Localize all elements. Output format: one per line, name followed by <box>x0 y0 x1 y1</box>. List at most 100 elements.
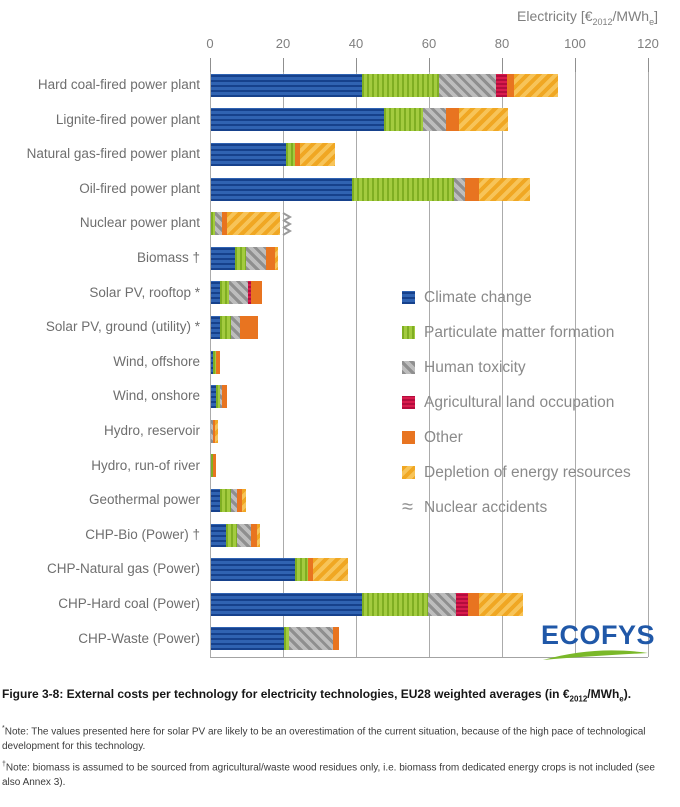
legend-swatch-agriland-icon <box>402 396 415 409</box>
x-tick-label: 60 <box>421 36 437 51</box>
category-label: Natural gas-fired power plant <box>26 146 200 162</box>
bar-row <box>211 281 263 305</box>
bar-segment-humantox <box>211 419 213 443</box>
bar-segment-climate <box>211 73 363 97</box>
legend-label: Climate change <box>424 288 532 306</box>
bar-segment-agriland <box>455 592 469 616</box>
bar-segment-humantox <box>422 108 447 132</box>
gridline <box>502 58 503 657</box>
category-label: Lignite-fired power plant <box>55 111 200 127</box>
bar-segment-particulate <box>220 281 230 305</box>
bar-segment-other <box>446 108 460 132</box>
bar-segment-depletion <box>300 143 336 166</box>
bar-segment-other <box>221 212 228 236</box>
bar-segment-climate <box>211 592 363 616</box>
tick-mark <box>429 58 430 72</box>
bar-segment-particulate <box>216 385 221 409</box>
bar-segment-other <box>265 246 275 270</box>
bar-segment-climate <box>211 108 385 132</box>
bar-row <box>211 108 509 132</box>
x-tick-label: 100 <box>564 36 586 51</box>
bar-segment-humantox <box>236 523 252 547</box>
bar-segment-other <box>240 316 259 339</box>
x-axis-title-mid: /MWh <box>612 8 650 24</box>
legend-swatch-particulate-icon <box>402 326 415 339</box>
category-label: Nuclear power plant <box>79 215 200 231</box>
bar-segment-particulate <box>362 73 440 97</box>
bar-segment-humantox <box>289 627 334 651</box>
x-axis-title-suffix: ] <box>654 8 658 24</box>
bar-row <box>211 73 558 97</box>
legend-label: Depletion of energy resources <box>424 463 631 481</box>
legend-swatch-climate-icon <box>402 291 415 304</box>
x-tick-label: 120 <box>637 36 659 51</box>
category-label: Solar PV, rooftop * <box>89 284 200 300</box>
bar-segment-other <box>236 489 242 512</box>
chart: Electricity [€2012/MWhe] 0 20 40 60 80 100 120… <box>26 8 672 661</box>
bar-segment-depletion <box>513 73 558 97</box>
caption-mid: /MWh <box>587 687 620 701</box>
ecofys-logo: ECOFYS <box>541 620 661 661</box>
gridline <box>356 58 357 657</box>
bar-segment-depletion <box>242 489 246 512</box>
caption-end: ). <box>623 687 632 701</box>
category-label: CHP-Hard coal (Power) <box>58 596 200 611</box>
bar-segment-agriland <box>495 73 507 97</box>
bar-row <box>211 385 228 409</box>
legend: Climate change Particulate matter formati… <box>402 280 672 525</box>
legend-item-climate: Climate change <box>402 280 672 315</box>
legend-item-particulate: Particulate matter formation <box>402 315 672 350</box>
bar-segment-climate <box>211 523 226 547</box>
legend-swatch-other-icon <box>402 431 415 444</box>
bar-segment-particulate <box>284 627 290 651</box>
bar-segment-particulate <box>211 212 215 236</box>
bar-segment-other <box>506 73 514 97</box>
note-biomass: †Note: biomass is assumed to be sourced … <box>2 760 676 790</box>
tick-mark <box>648 58 649 72</box>
bar-segment-particulate <box>234 246 246 270</box>
tick-mark <box>502 58 503 72</box>
x-axis-title-sub-e: e <box>649 16 655 27</box>
bar-segment-particulate <box>220 489 232 512</box>
x-tick-label: 0 <box>206 36 214 51</box>
category-label: Wind, onshore <box>112 388 200 404</box>
bar-segment-humantox <box>439 73 496 97</box>
note-solar-text: Note: The values presented here for sola… <box>2 726 646 753</box>
tick-mark <box>283 58 284 72</box>
ecofys-swoosh-icon <box>543 650 648 660</box>
bar-segment-other <box>212 419 215 443</box>
x-tick-label: 20 <box>275 36 291 51</box>
bar-segment-humantox <box>220 385 222 409</box>
legend-item-agriland: Agricultural land occupation <box>402 385 672 420</box>
bar-segment-climate <box>211 350 213 374</box>
axis-break-icon <box>281 212 296 237</box>
gridline <box>575 58 576 657</box>
bar-segment-other <box>307 558 314 582</box>
gridline <box>210 58 211 657</box>
legend-item-nuclear_accidents: ≈ Nuclear accidents <box>402 490 672 525</box>
bar-segment-humantox <box>428 592 456 616</box>
bar-row <box>211 558 348 582</box>
bar-segment-other <box>294 143 301 166</box>
legend-label: Particulate matter formation <box>424 323 615 341</box>
bar-row <box>211 419 219 443</box>
bar-segment-humantox <box>231 316 241 339</box>
category-label: Hydro, reservoir <box>103 423 200 438</box>
category-label: Wind, offshore <box>113 353 200 369</box>
bar-segment-particulate <box>351 177 454 201</box>
bar-segment-agriland <box>247 281 252 305</box>
category-label: Oil-fired power plant <box>79 180 200 196</box>
legend-item-humantox: Human toxicity <box>402 350 672 385</box>
bar-segment-particulate <box>225 523 237 547</box>
bar-row <box>211 592 524 616</box>
tick-mark <box>356 58 357 72</box>
bar-segment-climate <box>211 558 295 582</box>
x-axis-title-text: Electricity [€ <box>517 8 593 24</box>
legend-item-depletion: Depletion of energy resources <box>402 455 672 490</box>
category-label: Geothermal power <box>88 492 200 508</box>
bar-segment-climate <box>211 489 221 512</box>
bar-segment-humantox <box>229 281 248 305</box>
bar-segment-particulate <box>294 558 308 582</box>
bar-segment-depletion <box>227 212 281 236</box>
figure-caption: Figure 3-8: External costs per technolog… <box>2 686 676 705</box>
